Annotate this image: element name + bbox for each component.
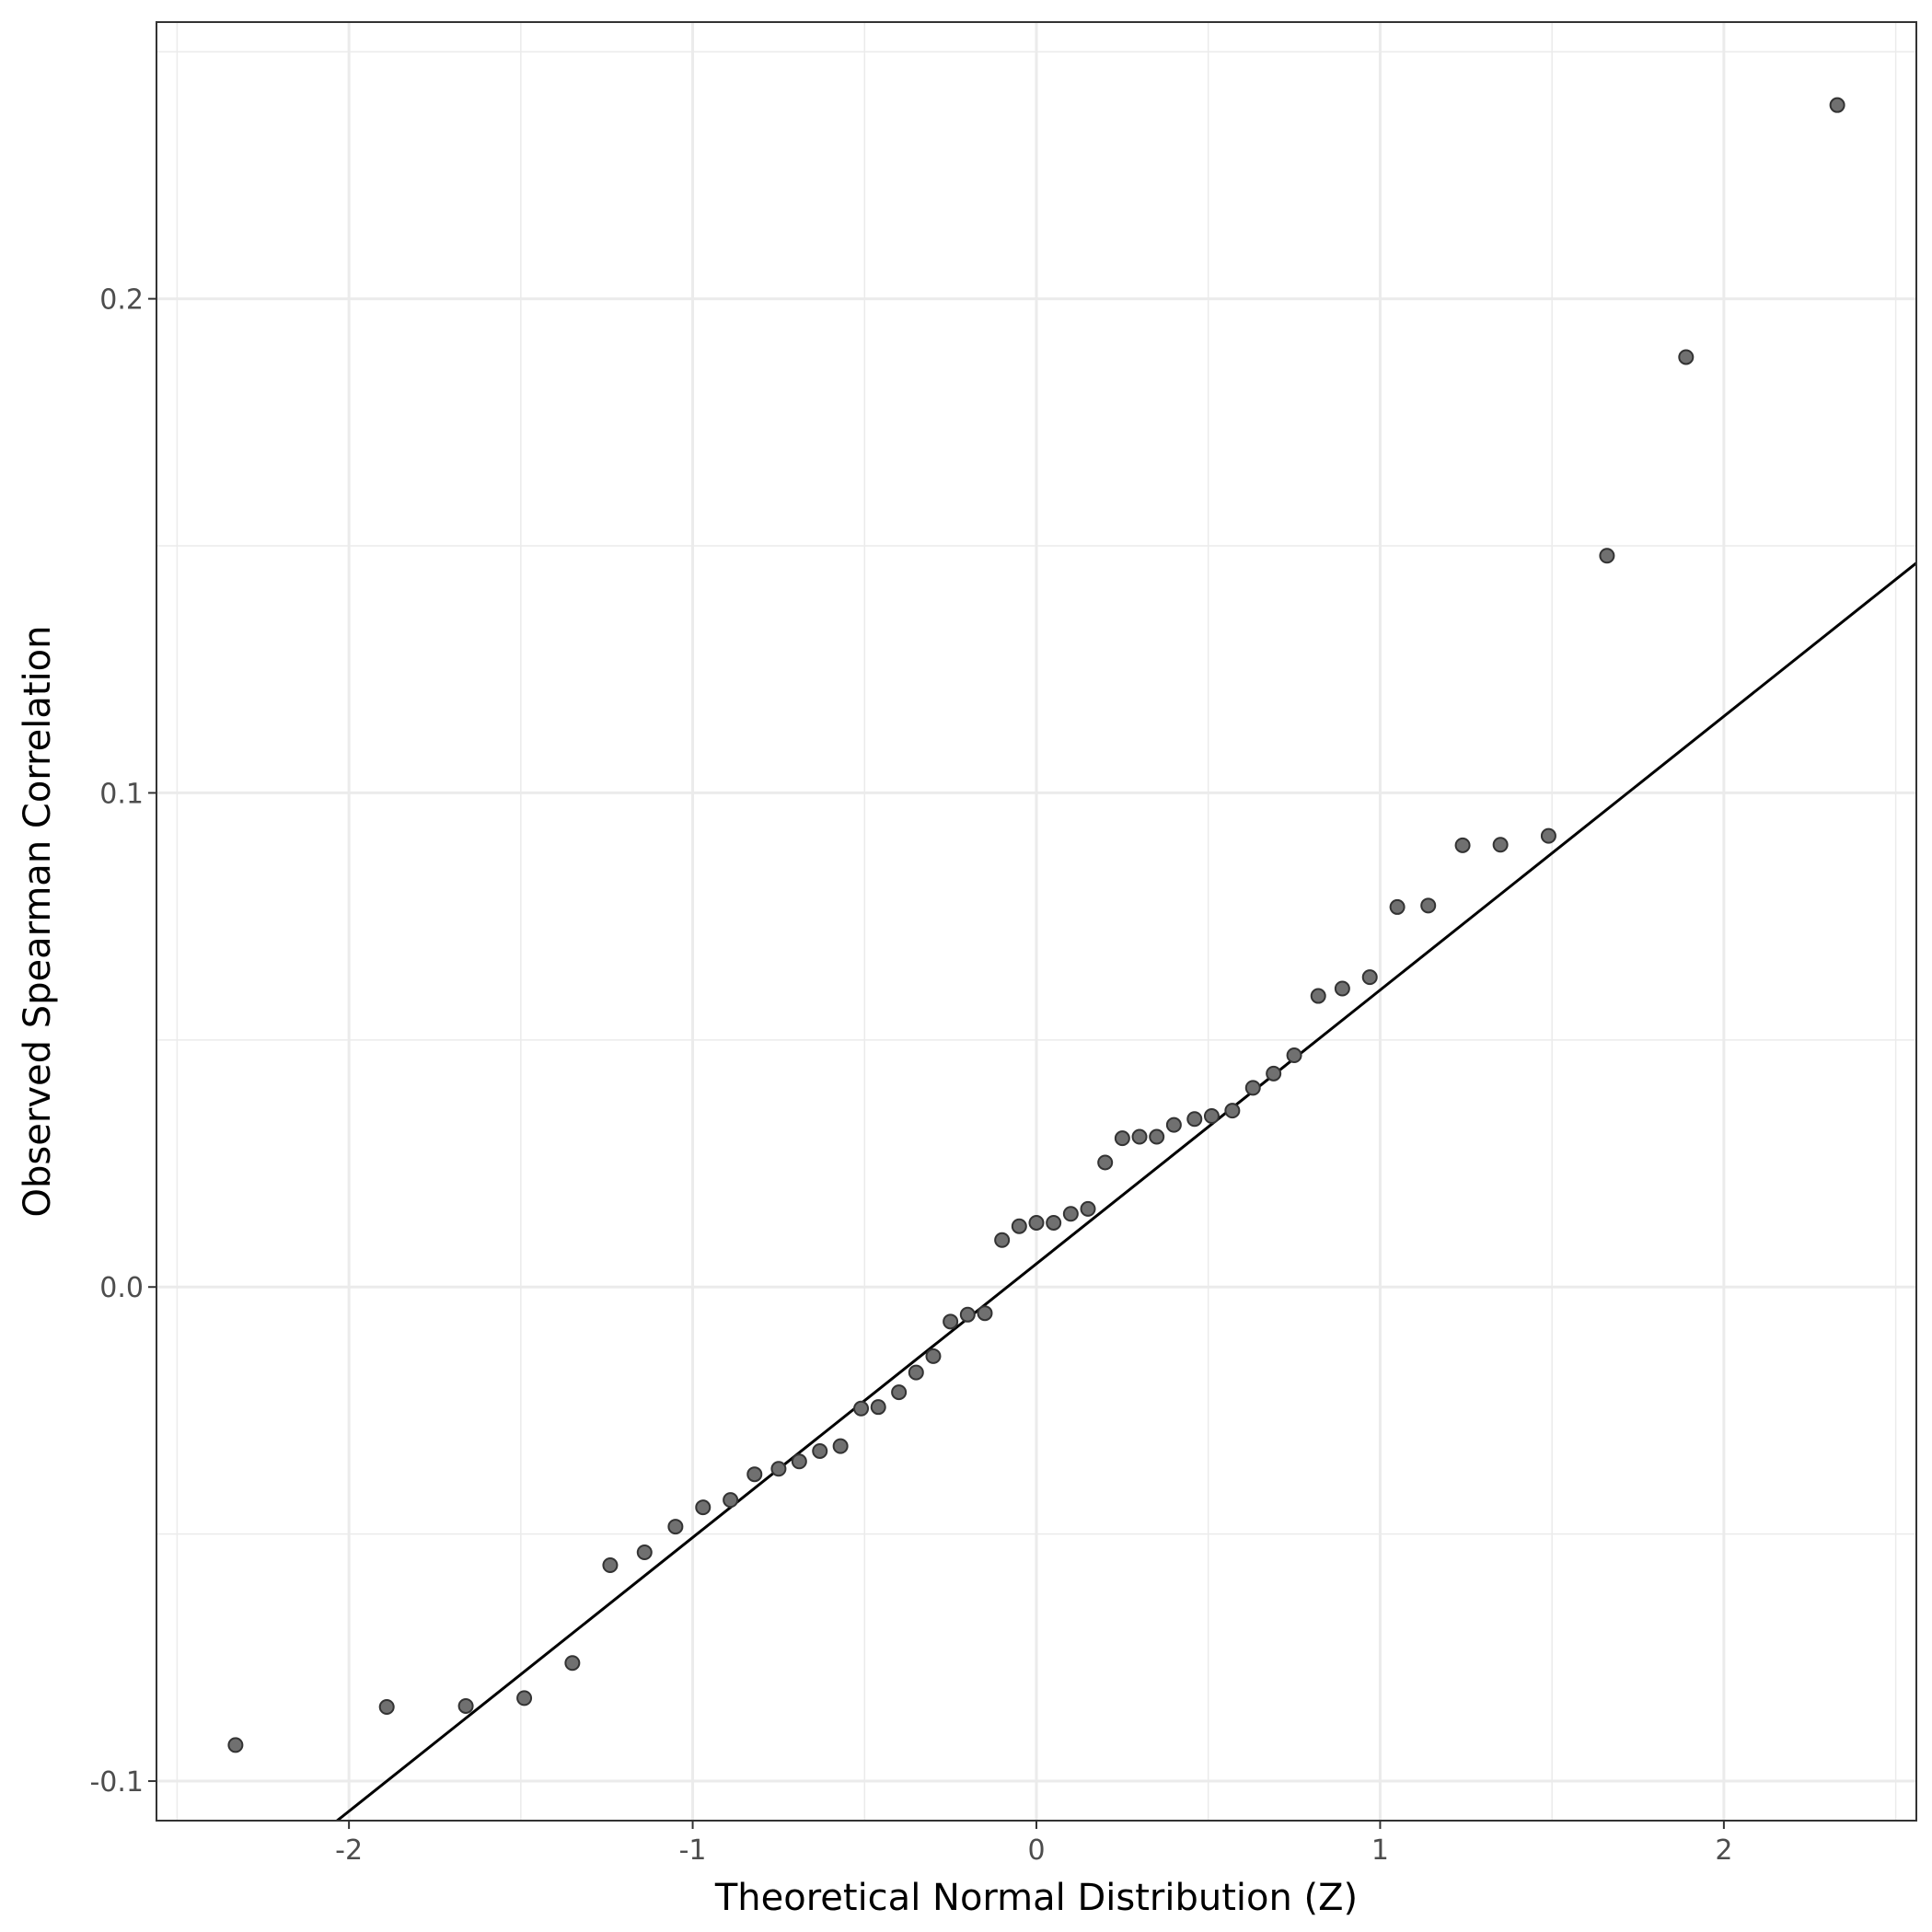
data-point <box>791 1453 807 1470</box>
data-point <box>1310 988 1326 1004</box>
data-point <box>959 1306 976 1323</box>
data-point <box>564 1655 581 1672</box>
point-layer <box>227 97 1845 1753</box>
data-point <box>516 1690 533 1706</box>
data-point <box>770 1461 787 1477</box>
data-point <box>1244 1080 1261 1096</box>
data-point <box>1114 1130 1130 1147</box>
data-point <box>1389 898 1406 915</box>
reference-line-layer <box>334 561 1916 1821</box>
reference-line <box>334 561 1916 1821</box>
x-tick-label: -2 <box>335 1834 363 1867</box>
data-point <box>1165 1116 1182 1133</box>
data-point <box>1224 1103 1241 1119</box>
data-point <box>1334 980 1350 997</box>
data-point <box>925 1348 942 1364</box>
x-axis-title: Theoretical Normal Distribution (Z) <box>714 1877 1358 1919</box>
x-tick-label: 1 <box>1371 1834 1389 1867</box>
data-point <box>227 1737 244 1753</box>
data-point <box>1149 1128 1165 1145</box>
x-axis: -2 -1 0 1 2 <box>335 1821 1732 1867</box>
data-point <box>891 1384 908 1401</box>
y-tick-label: 0.2 <box>99 284 144 317</box>
data-point <box>908 1364 924 1381</box>
data-point <box>667 1519 684 1535</box>
major-grid <box>156 22 1916 1821</box>
x-tick-label: 0 <box>1027 1834 1045 1867</box>
data-point <box>1829 97 1845 113</box>
data-point <box>1062 1206 1079 1222</box>
y-tick-label: -0.1 <box>89 1766 144 1799</box>
data-point <box>1361 969 1378 986</box>
y-tick-label: 0.1 <box>99 778 144 810</box>
data-point <box>1203 1108 1220 1125</box>
data-point <box>1046 1214 1062 1231</box>
data-point <box>1080 1200 1096 1217</box>
data-point <box>943 1313 959 1330</box>
data-point <box>1028 1214 1045 1231</box>
data-point <box>1492 837 1509 853</box>
data-point <box>1540 827 1556 844</box>
data-point <box>853 1400 870 1417</box>
data-point <box>1454 837 1471 853</box>
data-point <box>832 1438 849 1454</box>
data-point <box>636 1544 653 1561</box>
data-point <box>1678 349 1695 365</box>
data-point <box>746 1466 763 1483</box>
data-point <box>1599 548 1615 564</box>
data-point <box>812 1442 828 1459</box>
data-point <box>602 1556 619 1573</box>
data-point <box>994 1232 1011 1248</box>
y-axis-title: Observed Spearman Correlation <box>17 626 59 1218</box>
data-point <box>1097 1154 1114 1171</box>
data-point <box>457 1697 474 1714</box>
data-point <box>1186 1111 1203 1128</box>
data-point <box>870 1399 886 1416</box>
x-tick-label: 2 <box>1715 1834 1732 1867</box>
y-tick-label: 0.0 <box>99 1272 144 1304</box>
data-point <box>723 1492 739 1509</box>
data-point <box>977 1305 993 1322</box>
data-point <box>1266 1065 1282 1082</box>
data-point <box>378 1699 395 1716</box>
data-point <box>1420 897 1437 914</box>
x-tick-label: -1 <box>679 1834 707 1867</box>
y-axis: -0.1 0.0 0.1 0.2 <box>89 284 156 1799</box>
data-point <box>695 1499 711 1516</box>
data-point <box>1131 1128 1148 1145</box>
data-point <box>1286 1047 1302 1063</box>
data-point <box>1011 1218 1027 1234</box>
